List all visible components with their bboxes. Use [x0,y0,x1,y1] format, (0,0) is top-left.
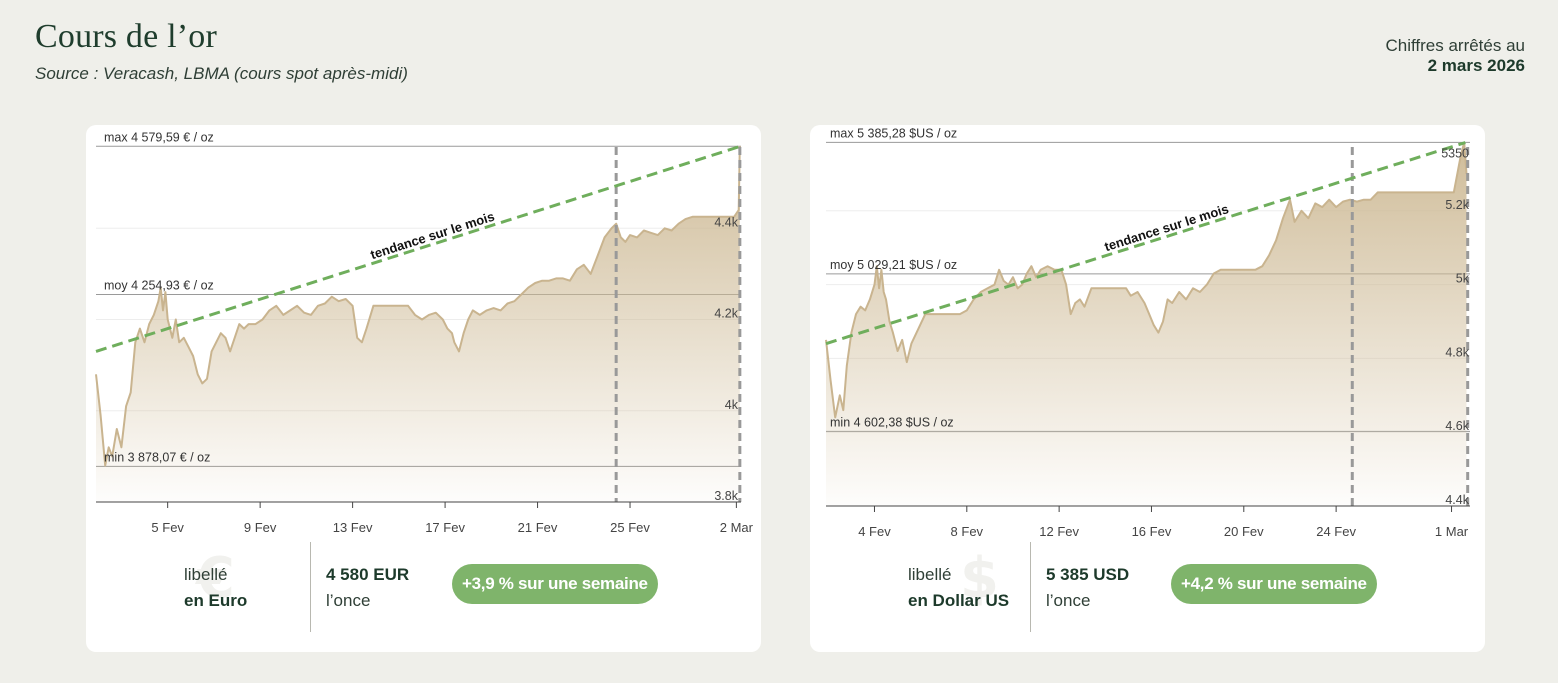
reference-label: max 4 579,59 € / oz [104,130,214,144]
y-tick-label: 5.2k [1445,198,1469,212]
trend-line [95,144,742,353]
page-source: Source : Veracash, LBMA (cours spot aprè… [35,64,408,83]
page-title: Cours de l’or [35,18,218,55]
price-line [825,141,1468,419]
x-tick-label: 25 Fev [610,520,650,535]
x-tick-label: 2 Mar [720,520,754,535]
trend-label: tendance sur le mois [368,209,496,263]
date-value: 2 mars 2026 [1427,56,1525,75]
y-tick-label: 4k [725,398,739,412]
libelle-line1: libellé [908,565,952,584]
x-tick-label: 12 Fev [1039,524,1079,539]
weekly-change-badge: +4,2 % sur une semaine [1171,564,1377,604]
libelle-line2: en Euro [184,591,248,610]
chart-card-dollar: max 5 385,28 $US / oz moy 5 029,21 $US / … [810,125,1485,652]
x-tick-label: 9 Fev [244,520,277,535]
value-annotation: 5350 [1441,146,1469,160]
chart-card-euro: max 4 579,59 € / oz moy 4 254,93 € / oz mi… [86,125,761,652]
date-box: Chiffres arrêtés au 2 mars 2026 [1385,36,1525,76]
price-unit: l’once [1046,591,1091,610]
x-tick-label: 21 Fev [518,520,558,535]
dollar-icon: $ [960,546,999,611]
divider [1030,542,1031,632]
card-footer-dollar: $ libellé en Dollar US 5 385 USD l’once … [810,540,1485,635]
x-tick-label: 24 Fev [1316,524,1356,539]
x-tick-label: 17 Fev [425,520,465,535]
libelle-line1: libellé [184,565,228,584]
price-value: 4 580 EUR [326,565,410,584]
y-tick-label: 4.4k [1445,493,1469,507]
reference-label: min 3 878,07 € / oz [104,450,210,464]
reference-label: max 5 385,28 $US / oz [830,126,957,140]
x-tick-label: 5 Fev [151,520,184,535]
x-tick-label: 20 Fev [1224,524,1264,539]
price-box: 5 385 USD l’once [1046,562,1129,614]
y-tick-label: 4.4k [714,215,738,229]
libelle-line2: en Dollar US [908,591,1010,610]
x-tick-label: 8 Fev [951,524,984,539]
price-value: 5 385 USD [1046,565,1130,584]
trend-label: tendance sur le mois [1103,201,1231,254]
x-tick-label: 13 Fev [333,520,373,535]
price-area [96,146,740,502]
chart-dollar: max 5 385,28 $US / oz moy 5 029,21 $US / … [825,126,1470,539]
x-tick-label: 16 Fev [1132,524,1172,539]
card-footer-euro: € libellé en Euro 4 580 EUR l’once +3,9 … [86,540,761,635]
chart-euro: max 4 579,59 € / oz moy 4 254,93 € / oz mi… [95,130,754,535]
euro-icon: € [196,546,235,611]
currency-label: libellé en Dollar US [908,562,1009,614]
x-tick-label: 1 Mar [1435,524,1469,539]
y-tick-label: 4.2k [714,307,738,321]
price-area [826,142,1467,506]
reference-label: moy 4 254,93 € / oz [104,278,214,292]
reference-label: min 4 602,38 $US / oz [830,415,954,429]
y-tick-label: 3.8k [714,489,738,503]
divider [310,542,311,632]
x-tick-label: 4 Fev [858,524,891,539]
currency-label: libellé en Euro [184,562,247,614]
trend-line [825,141,1466,346]
y-tick-label: 4.6k [1445,419,1469,433]
y-tick-label: 5k [1456,272,1470,286]
date-label: Chiffres arrêtés au [1385,36,1525,55]
reference-label: moy 5 029,21 $US / oz [830,258,957,272]
price-unit: l’once [326,591,371,610]
price-box: 4 580 EUR l’once [326,562,409,614]
y-tick-label: 4.8k [1445,345,1469,359]
weekly-change-badge: +3,9 % sur une semaine [452,564,658,604]
